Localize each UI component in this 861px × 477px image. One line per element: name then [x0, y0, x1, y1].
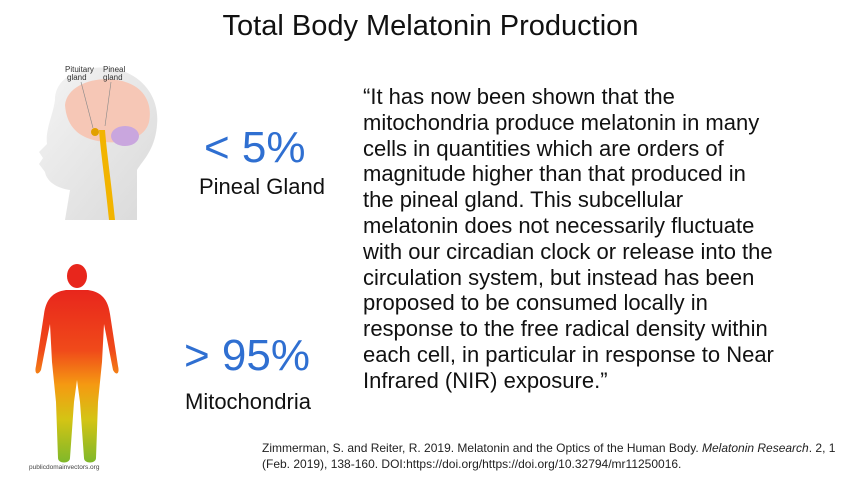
head-brain-illustration: Pituitary gland Pineal gland [39, 65, 158, 220]
pituitary-label-line2: gland [67, 73, 87, 82]
quote-text: “It has now been shown that the mitochon… [363, 84, 774, 393]
mitochondria-label: Mitochondria [185, 389, 311, 414]
citation: Zimmerman, S. and Reiter, R. 2019. Melat… [262, 440, 861, 472]
pineal-label: Pineal Gland [199, 174, 325, 199]
citation-part1: Zimmerman, S. and Reiter, R. 2019. Melat… [262, 441, 702, 455]
body-heat-silhouette [35, 264, 119, 463]
slide-title: Total Body Melatonin Production [222, 10, 639, 42]
pineal-label-line2: gland [103, 73, 123, 82]
pituitary-label-line1: Pituitary [65, 65, 94, 74]
pineal-region [111, 126, 139, 146]
citation-part2: . 2, 1 (Feb. 2019), 138-160. DOI:https:/… [262, 441, 836, 471]
body-shape [35, 290, 119, 463]
pineal-percent: < 5% [204, 123, 306, 172]
mitochondria-percent: > 95% [184, 331, 310, 380]
body-head [67, 264, 87, 288]
pituitary-dot [91, 128, 99, 136]
citation-journal: Melatonin Research [702, 441, 809, 455]
image-credit: publicdomainvectors.org [29, 464, 100, 471]
pineal-label-line1: Pineal [103, 65, 125, 74]
spinal-cord [99, 130, 115, 220]
